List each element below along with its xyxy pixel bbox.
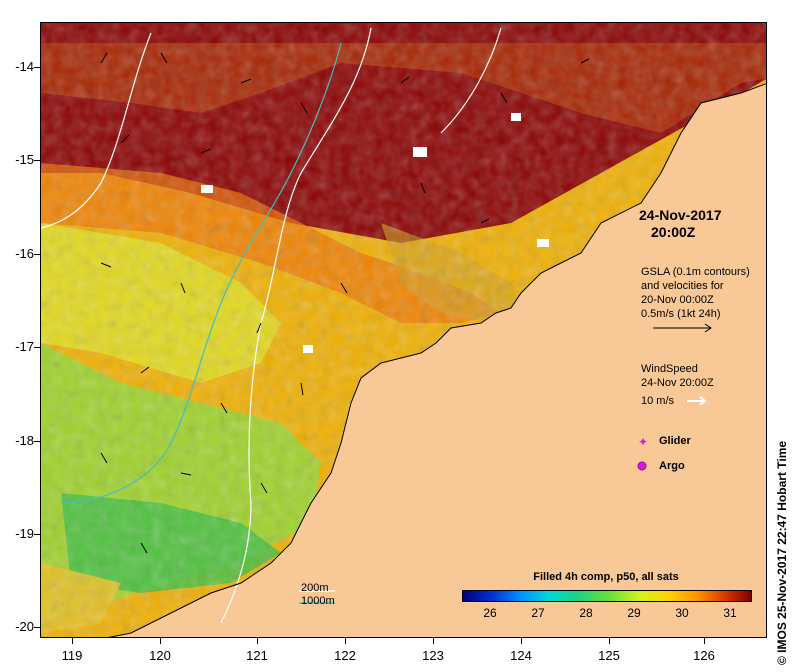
lat-label: -19 [15, 526, 34, 541]
gsla-line-1: GSLA (0.1m contours) [641, 266, 750, 278]
lat-label: -15 [15, 152, 34, 167]
velocity-arrows [100, 52, 590, 554]
argo-label: Argo [659, 460, 685, 472]
map-plot-area: ✦ 24-Nov-2017 20:00Z GSLA (0.1m contours… [40, 22, 767, 638]
argo-marker-icon [637, 461, 647, 471]
lon-label: 124 [510, 648, 532, 663]
depth-200-label: 200m [301, 582, 329, 594]
lon-tick [72, 638, 73, 644]
map-date: 24-Nov-2017 [639, 207, 722, 223]
lat-label: -20 [15, 619, 34, 634]
wind-line-3: 10 m/s [641, 395, 675, 407]
glider-marker-icon: ✦ [638, 435, 648, 449]
colorbar-tick-label: 27 [531, 606, 545, 620]
lon-label: 126 [693, 648, 715, 663]
lon-tick [433, 638, 434, 644]
gsla-line-4: 0.5m/s (1kt 24h) [641, 308, 721, 320]
lat-tick [34, 67, 40, 68]
gsla-line-3: 20-Nov 00:00Z [641, 294, 714, 306]
lon-label: 122 [334, 648, 356, 663]
sst-map-image: ✦ [41, 23, 766, 637]
colorbar-tick-label: 26 [483, 606, 497, 620]
lon-tick [345, 638, 346, 644]
lat-tick [34, 441, 40, 442]
wind-scale-arrow [687, 396, 707, 406]
lat-label: -17 [15, 339, 34, 354]
map-time: 20:00Z [651, 224, 696, 240]
colorbar-title: Filled 4h comp, p50, all sats [533, 571, 679, 583]
lat-label: -18 [15, 433, 34, 448]
lat-tick [34, 254, 40, 255]
velocity-scale-arrow [653, 323, 712, 333]
lat-label: -16 [15, 246, 34, 261]
depth-1000-label: 1000m [301, 595, 335, 607]
colorbar-tick-label: 31 [723, 606, 737, 620]
coastline [108, 83, 766, 637]
wind-line-1: WindSpeed [641, 363, 698, 375]
lon-tick [257, 638, 258, 644]
lon-label: 120 [149, 648, 171, 663]
colorbar-tick-label: 30 [675, 606, 689, 620]
lat-tick [34, 347, 40, 348]
imos-credit: © IMOS 25-Nov-2017 22:47 Hobart Time [775, 440, 789, 665]
colorbar-tick-label: 28 [579, 606, 593, 620]
lat-tick [34, 534, 40, 535]
lon-label: 123 [422, 648, 444, 663]
glider-label: Glider [659, 435, 691, 447]
lat-label: -14 [15, 59, 34, 74]
gsla-line-2: and velocities for [641, 280, 724, 292]
lat-tick [34, 627, 40, 628]
lat-tick [34, 160, 40, 161]
colorbar-tick-label: 29 [627, 606, 641, 620]
colorbar [462, 590, 752, 602]
lon-tick [521, 638, 522, 644]
wind-line-2: 24-Nov 20:00Z [641, 377, 714, 389]
lon-tick [704, 638, 705, 644]
sst-field [41, 23, 766, 637]
lon-label: 121 [246, 648, 268, 663]
lon-tick [609, 638, 610, 644]
lon-tick [160, 638, 161, 644]
cloud-gaps [201, 113, 549, 353]
lon-label: 119 [61, 648, 83, 663]
lon-label: 125 [598, 648, 620, 663]
